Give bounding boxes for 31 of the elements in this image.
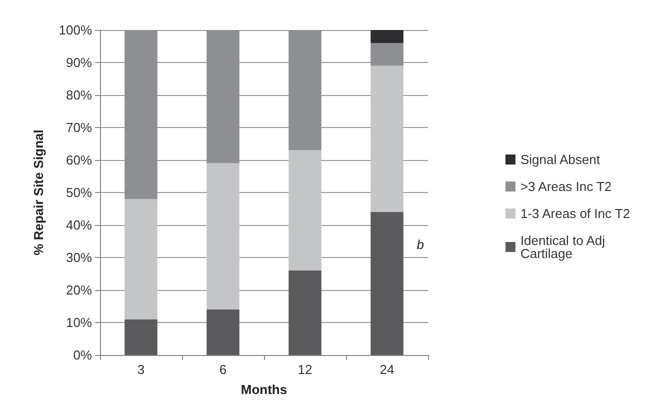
bar bbox=[124, 319, 158, 355]
y-tick-label: 10% bbox=[66, 315, 92, 330]
annotation: b bbox=[416, 237, 424, 252]
y-tick-label: 100% bbox=[58, 22, 92, 38]
bar bbox=[288, 270, 322, 355]
y-tick-label: 0% bbox=[73, 348, 92, 362]
y-tick-label: 30% bbox=[66, 250, 92, 265]
bar bbox=[124, 199, 158, 320]
x-axis-title: Months bbox=[240, 382, 288, 397]
y-tick-label: 40% bbox=[66, 218, 92, 232]
legend-label: >3 Areas Inc T2 bbox=[520, 179, 612, 194]
y-axis-title: % Repair Site Signal bbox=[31, 130, 46, 256]
y-tick-label: 50% bbox=[66, 185, 92, 200]
y-tick-label: 60% bbox=[66, 152, 92, 168]
x-tick-label: 12 bbox=[298, 362, 312, 377]
y-tick-label: 70% bbox=[66, 120, 92, 135]
bar bbox=[288, 150, 322, 270]
bar bbox=[370, 66, 404, 212]
bar bbox=[370, 30, 404, 43]
x-tick-label: 3 bbox=[137, 362, 145, 377]
y-tick-label: 90% bbox=[66, 55, 92, 70]
x-tick-label: 6 bbox=[219, 362, 227, 377]
bar bbox=[370, 212, 404, 355]
legend-label: Signal Absent bbox=[520, 152, 600, 167]
bar bbox=[206, 310, 240, 355]
legend-label: Identical to Adj Cartilage bbox=[520, 233, 609, 261]
x-tick-label: 24 bbox=[380, 362, 394, 377]
bar bbox=[206, 163, 240, 310]
y-tick-label: 80% bbox=[66, 88, 92, 102]
legend-label: 1-3 Areas of Inc T2 bbox=[520, 206, 630, 221]
y-tick-label: 20% bbox=[66, 282, 92, 298]
